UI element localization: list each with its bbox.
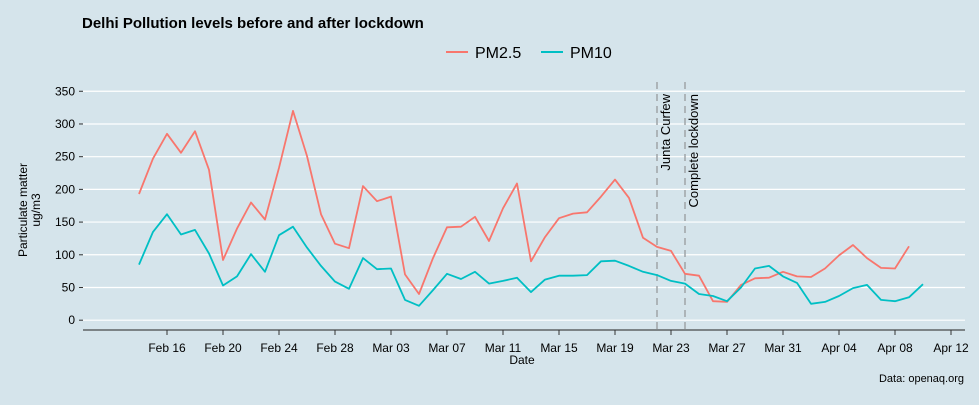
chart-title: Delhi Pollution levels before and after … bbox=[82, 15, 424, 32]
y-axis-label-line-1: Particulate matter bbox=[16, 163, 30, 257]
y-tick-label: 150 bbox=[55, 215, 75, 229]
y-tick-label: 300 bbox=[55, 117, 75, 131]
y-tick-label: 50 bbox=[62, 280, 76, 294]
x-tick-label: Feb 24 bbox=[260, 341, 298, 355]
y-tick-label: 250 bbox=[55, 150, 75, 164]
x-tick-label: Mar 07 bbox=[428, 341, 466, 355]
series-line-pm25 bbox=[138, 110, 910, 303]
caption: Data: openaq.org bbox=[879, 373, 964, 385]
series-line-pm10 bbox=[138, 213, 924, 307]
x-tick-label: Mar 03 bbox=[372, 341, 410, 355]
y-axis: 0 50 100 150 200 250 300 350 bbox=[55, 84, 83, 327]
legend-label: PM2.5 bbox=[475, 45, 521, 62]
annotations: Junta Curfew Complete lockdown bbox=[656, 82, 701, 330]
x-tick-label: Feb 28 bbox=[316, 341, 354, 355]
y-tick-label: 350 bbox=[55, 84, 75, 98]
x-tick-label: Mar 19 bbox=[596, 341, 634, 355]
x-tick-label: Feb 20 bbox=[204, 341, 242, 355]
annotation-label: Junta Curfew bbox=[658, 93, 673, 170]
x-tick-label: Apr 12 bbox=[933, 341, 969, 355]
x-axis: Feb 16 Feb 20 Feb 24 Feb 28 Mar 03 Mar 07 Mar … bbox=[83, 329, 969, 355]
y-tick-label: 100 bbox=[55, 248, 75, 262]
annotation-label: Complete lockdown bbox=[686, 94, 701, 207]
legend-label: PM10 bbox=[570, 45, 612, 62]
x-tick-label: Mar 11 bbox=[485, 341, 522, 355]
series-lines bbox=[138, 110, 924, 307]
x-tick-label: Mar 15 bbox=[540, 341, 578, 355]
x-tick-label: Mar 31 bbox=[764, 341, 802, 355]
x-axis-label: Date bbox=[509, 353, 535, 367]
y-tick-label: 200 bbox=[55, 182, 75, 196]
x-tick-label: Apr 04 bbox=[821, 341, 857, 355]
y-axis-label-line-2: ug/m3 bbox=[29, 193, 43, 227]
x-tick-label: Apr 08 bbox=[877, 341, 913, 355]
y-tick-label: 0 bbox=[68, 313, 75, 327]
x-tick-label: Mar 23 bbox=[652, 341, 690, 355]
x-tick-label: Feb 16 bbox=[148, 341, 186, 355]
legend: PM2.5 PM10 bbox=[446, 45, 612, 62]
y-axis-label: Particulate matter ug/m3 bbox=[16, 163, 43, 257]
x-tick-label: Mar 27 bbox=[708, 341, 746, 355]
